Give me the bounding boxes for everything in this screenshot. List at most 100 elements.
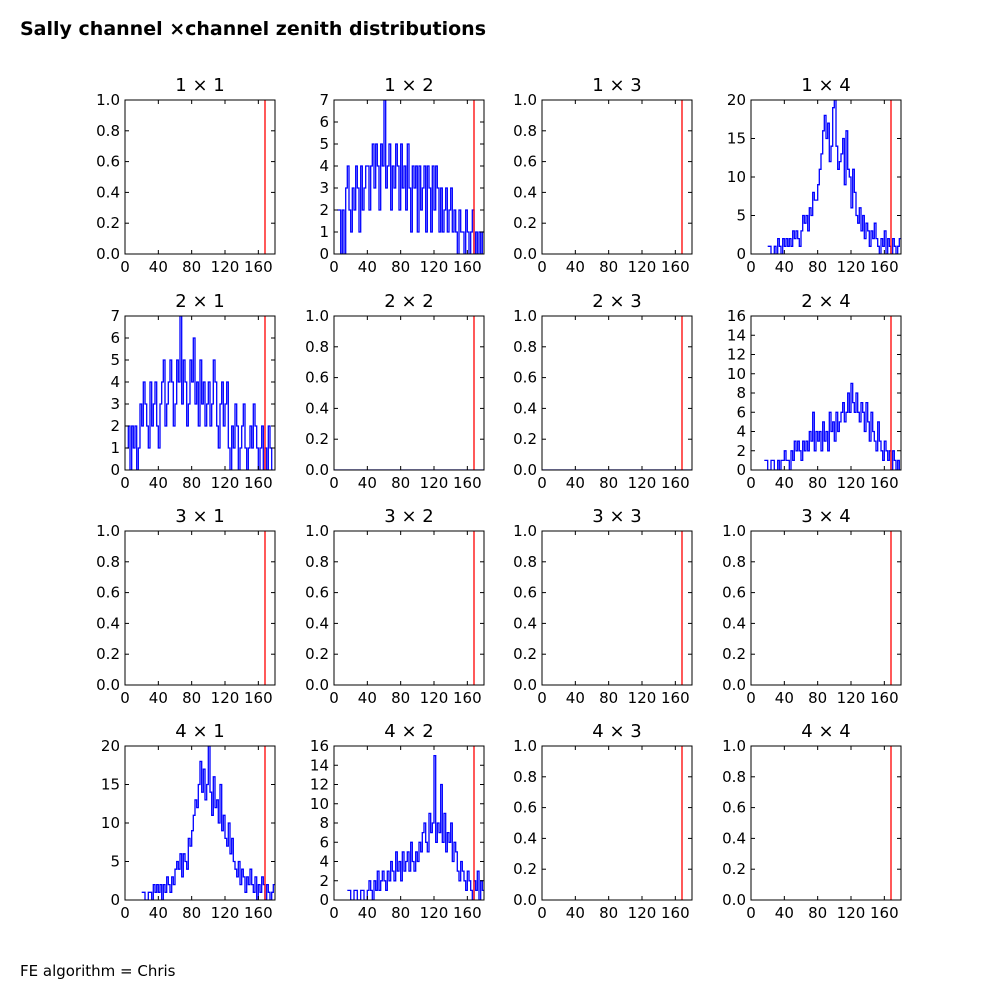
x-tick-label: 160 bbox=[661, 474, 690, 492]
plot-frame bbox=[541, 315, 693, 471]
x-tick-label: 80 bbox=[391, 474, 410, 492]
y-tick-label: 0 bbox=[319, 891, 329, 909]
subplot-title: 2 × 1 bbox=[175, 291, 224, 312]
y-tick-label: 0.2 bbox=[722, 860, 746, 878]
plot-area bbox=[347, 746, 484, 900]
plot-area bbox=[334, 316, 484, 470]
y-tick-label: 0.0 bbox=[513, 245, 537, 263]
y-tick-label: 0.8 bbox=[722, 768, 746, 786]
x-tick-label: 40 bbox=[149, 474, 168, 492]
x-tick-label: 80 bbox=[599, 474, 618, 492]
y-tick-label: 10 bbox=[727, 365, 746, 383]
x-tick-label: 80 bbox=[182, 904, 201, 922]
plot-frame bbox=[124, 530, 276, 686]
y-tick-label: 7 bbox=[319, 91, 329, 109]
y-tick-label: 1 bbox=[319, 223, 329, 241]
subplot-15: 4 × 3 0 40 80 120 160 0.0 0.2 0.4 0.6 0.8 1.0 bbox=[513, 721, 693, 922]
x-tick-label: 0 bbox=[746, 258, 756, 276]
y-tick-label: 7 bbox=[110, 307, 120, 325]
y-tick-label: 6 bbox=[736, 403, 746, 421]
subplot-13: 4 × 1 0 40 80 120 160 0 5 10 15 20 bbox=[101, 721, 276, 922]
x-tick-label: 0 bbox=[329, 904, 339, 922]
x-tick-label: 0 bbox=[120, 474, 130, 492]
subplot-title: 4 × 2 bbox=[384, 721, 433, 742]
x-tick-label: 120 bbox=[837, 474, 866, 492]
x-tick-label: 40 bbox=[775, 258, 794, 276]
subplot-6: 2 × 2 0 40 80 120 160 0.0 0.2 0.4 0.6 0.8 1.0 bbox=[305, 291, 485, 492]
y-tick-label: 0.2 bbox=[305, 430, 329, 448]
x-tick-label: 120 bbox=[628, 258, 657, 276]
x-tick-label: 40 bbox=[149, 689, 168, 707]
plot-frame bbox=[541, 530, 693, 686]
plot-frame bbox=[541, 745, 693, 901]
x-tick-label: 40 bbox=[566, 689, 585, 707]
y-tick-label: 10 bbox=[727, 168, 746, 186]
x-tick-label: 160 bbox=[453, 904, 482, 922]
y-tick-label: 0.4 bbox=[513, 614, 537, 632]
y-tick-label: 0.4 bbox=[722, 614, 746, 632]
x-tick-label: 120 bbox=[420, 689, 449, 707]
y-tick-label: 15 bbox=[727, 130, 746, 148]
y-tick-label: 0.6 bbox=[722, 799, 746, 817]
y-tick-label: 0.6 bbox=[513, 799, 537, 817]
y-tick-label: 20 bbox=[727, 91, 746, 109]
y-tick-label: 0.2 bbox=[513, 860, 537, 878]
plot-area bbox=[542, 316, 692, 470]
subplot-title: 1 × 4 bbox=[801, 75, 850, 96]
y-tick-label: 0.6 bbox=[513, 369, 537, 387]
y-tick-label: 1.0 bbox=[513, 91, 537, 109]
y-tick-label: 0.4 bbox=[96, 614, 120, 632]
y-tick-label: 0 bbox=[319, 245, 329, 263]
footer-caption: FE algorithm = Chris bbox=[20, 962, 176, 980]
y-tick-label: 1.0 bbox=[722, 737, 746, 755]
x-tick-label: 80 bbox=[182, 689, 201, 707]
subplot-10: 3 × 2 0 40 80 120 160 0.0 0.2 0.4 0.6 0.8 1.0 bbox=[305, 506, 485, 707]
subplot-title: 1 × 1 bbox=[175, 75, 224, 96]
y-tick-label: 5 bbox=[110, 351, 120, 369]
y-tick-label: 0.8 bbox=[513, 768, 537, 786]
x-tick-label: 120 bbox=[837, 258, 866, 276]
plot-area bbox=[337, 100, 484, 254]
y-tick-label: 0.4 bbox=[513, 829, 537, 847]
subplot-title: 1 × 2 bbox=[384, 75, 433, 96]
series-line-0 bbox=[767, 100, 901, 254]
subplot-3: 1 × 3 0 40 80 120 160 0.0 0.2 0.4 0.6 0.8 1.0 bbox=[513, 75, 693, 276]
subplot-16: 4 × 4 0 40 80 120 160 0.0 0.2 0.4 0.6 0.8 1.0 bbox=[722, 721, 902, 922]
plot-frame bbox=[333, 530, 485, 686]
x-tick-label: 40 bbox=[358, 689, 377, 707]
x-tick-label: 0 bbox=[537, 258, 547, 276]
y-tick-label: 12 bbox=[727, 346, 746, 364]
subplot-title: 4 × 4 bbox=[801, 721, 850, 742]
y-tick-label: 20 bbox=[101, 737, 120, 755]
y-tick-label: 2 bbox=[319, 201, 329, 219]
x-tick-label: 80 bbox=[391, 258, 410, 276]
y-tick-label: 0.6 bbox=[722, 584, 746, 602]
y-tick-label: 4 bbox=[736, 423, 746, 441]
x-tick-label: 160 bbox=[870, 258, 899, 276]
figure-title: Sally channel ×channel zenith distributi… bbox=[20, 18, 487, 40]
y-tick-label: 0.4 bbox=[305, 614, 329, 632]
y-tick-label: 2 bbox=[319, 872, 329, 890]
y-tick-label: 0.2 bbox=[513, 214, 537, 232]
x-tick-label: 40 bbox=[775, 904, 794, 922]
y-tick-label: 8 bbox=[736, 384, 746, 402]
y-tick-label: 12 bbox=[310, 776, 329, 794]
x-tick-label: 40 bbox=[358, 258, 377, 276]
x-tick-label: 0 bbox=[329, 689, 339, 707]
y-tick-label: 0.0 bbox=[96, 676, 120, 694]
y-tick-label: 0.0 bbox=[513, 461, 537, 479]
series-line-0 bbox=[126, 316, 274, 470]
x-tick-label: 160 bbox=[870, 689, 899, 707]
subplot-title: 3 × 2 bbox=[384, 506, 433, 527]
series-line-0 bbox=[347, 754, 484, 900]
y-tick-label: 10 bbox=[101, 814, 120, 832]
plot-frame bbox=[333, 99, 485, 255]
x-tick-label: 80 bbox=[808, 258, 827, 276]
x-tick-label: 160 bbox=[453, 689, 482, 707]
x-tick-label: 160 bbox=[244, 689, 273, 707]
x-tick-label: 80 bbox=[599, 258, 618, 276]
